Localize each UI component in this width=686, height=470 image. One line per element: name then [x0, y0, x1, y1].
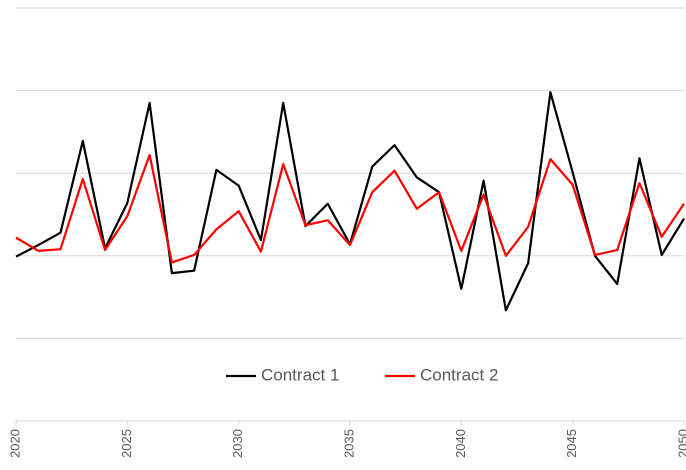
series-line — [15, 153, 685, 264]
x-tick-label: 2040 — [453, 429, 468, 458]
x-tick-label: 2030 — [230, 429, 245, 458]
x-tick-label: 2035 — [341, 429, 356, 458]
x-tick-label: 2050 — [675, 429, 686, 458]
x-tick-label: 2020 — [7, 429, 22, 458]
x-tick-label: 2045 — [564, 429, 579, 458]
x-tick-label: 2025 — [119, 429, 134, 458]
legend-label: Contract 1 — [261, 365, 339, 384]
legend-label: Contract 2 — [420, 365, 498, 384]
series-line — [15, 91, 685, 312]
